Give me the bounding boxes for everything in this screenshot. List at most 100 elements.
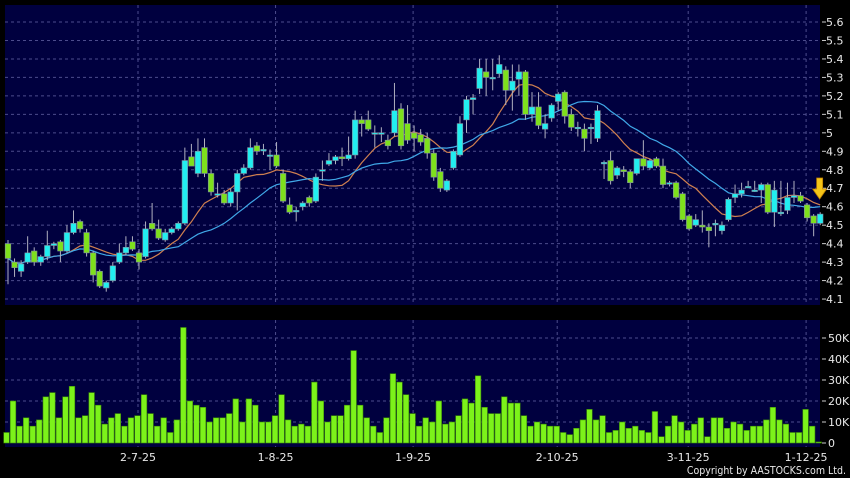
- volume-bar: [474, 375, 482, 444]
- candle: [17, 260, 25, 277]
- volume-bar: [376, 432, 383, 444]
- volume-bar: [664, 425, 672, 444]
- candle-body: [515, 71, 522, 80]
- candle: [777, 180, 784, 216]
- volume-tick-label: 20K: [828, 395, 850, 408]
- volume-bar: [488, 413, 495, 444]
- volume-bar: [691, 423, 698, 444]
- candle: [692, 214, 699, 228]
- candle: [731, 184, 739, 204]
- volume-bar: [599, 415, 606, 444]
- candle: [201, 138, 208, 178]
- candle-body: [352, 119, 359, 156]
- price-tick-label: 4.7: [826, 182, 844, 195]
- volume-bar: [625, 427, 632, 444]
- candle-body: [738, 189, 745, 195]
- candle-body: [325, 160, 333, 165]
- date-tick-label: 3-11-25: [667, 451, 710, 464]
- candle-body: [194, 150, 202, 174]
- volume-bar: [802, 409, 809, 444]
- price-tick-label: 4.3: [826, 256, 844, 269]
- candle: [712, 219, 719, 237]
- price-tick-label: 4.9: [826, 145, 844, 158]
- candle-body: [149, 223, 156, 230]
- volume-bar: [350, 350, 357, 444]
- candle: [633, 158, 640, 176]
- volume-bar: [55, 417, 62, 444]
- candle: [469, 94, 477, 115]
- candle-body: [312, 176, 319, 202]
- candle: [450, 149, 457, 170]
- candle-body: [424, 138, 431, 154]
- candle: [31, 247, 38, 266]
- volume-bar: [252, 404, 259, 444]
- candle: [424, 132, 431, 159]
- candle-body: [777, 211, 784, 215]
- candle-body: [679, 193, 686, 220]
- candle: [116, 243, 123, 264]
- candle: [797, 191, 804, 204]
- candle: [50, 241, 57, 250]
- volume-bar: [638, 430, 645, 444]
- candle-body: [790, 195, 798, 198]
- price-tick-label: 5.4: [826, 53, 844, 66]
- candle-body: [70, 223, 77, 233]
- candle-body: [63, 232, 71, 252]
- volume-bar: [579, 419, 586, 444]
- candle-body: [37, 256, 44, 263]
- candle: [279, 169, 287, 204]
- candle: [168, 227, 175, 235]
- volume-bar: [219, 417, 226, 444]
- candle-body: [90, 252, 97, 276]
- candle-body: [587, 126, 595, 130]
- candle-body: [240, 167, 247, 174]
- candle-body: [522, 71, 529, 115]
- volume-bar: [402, 394, 410, 444]
- candle: [672, 180, 680, 200]
- down-arrow-shape: [811, 177, 828, 200]
- volume-bar: [520, 415, 528, 444]
- candle-body: [135, 252, 143, 263]
- volume-bar: [704, 436, 711, 444]
- candle-body: [633, 158, 640, 174]
- candle: [437, 167, 444, 192]
- candle: [37, 254, 44, 266]
- volume-tick-label: 30K: [828, 374, 850, 387]
- volume-bar: [763, 419, 770, 444]
- candle-body: [371, 132, 378, 135]
- volume-bar: [789, 432, 796, 444]
- candle: [96, 269, 103, 288]
- volume-bar: [62, 396, 69, 444]
- candle-body: [365, 119, 372, 130]
- candle-body: [803, 204, 811, 219]
- candle: [627, 169, 634, 189]
- candle: [142, 221, 149, 259]
- date-tick-label: 1-9-25: [395, 451, 431, 464]
- candle: [686, 214, 693, 231]
- price-tick-label: 5.2: [826, 90, 844, 103]
- candle: [188, 143, 195, 167]
- candle-body: [476, 67, 483, 89]
- volume-bar: [710, 417, 717, 444]
- candle: [581, 123, 588, 152]
- candle-body: [745, 186, 752, 189]
- candle-body: [279, 173, 287, 202]
- candle: [456, 116, 464, 157]
- volume-bar: [730, 421, 737, 444]
- volume-bar: [49, 392, 56, 444]
- candle: [260, 143, 267, 155]
- volume-bar: [645, 432, 652, 444]
- volume-bar: [271, 415, 279, 444]
- volume-bar: [468, 402, 475, 444]
- axis-labels: 4.1 4.2 4.3 4.4 4.5 4.6 4.7 4.8 4.9 5 5.…: [120, 16, 850, 464]
- candle-body: [541, 123, 549, 130]
- candle-body: [659, 165, 667, 185]
- candle: [725, 197, 732, 222]
- volume-bar: [507, 402, 514, 444]
- candle-body: [627, 171, 634, 183]
- candle: [751, 180, 758, 192]
- volume-bar: [324, 421, 331, 444]
- volume-bar: [16, 425, 23, 444]
- candle-body: [712, 223, 719, 226]
